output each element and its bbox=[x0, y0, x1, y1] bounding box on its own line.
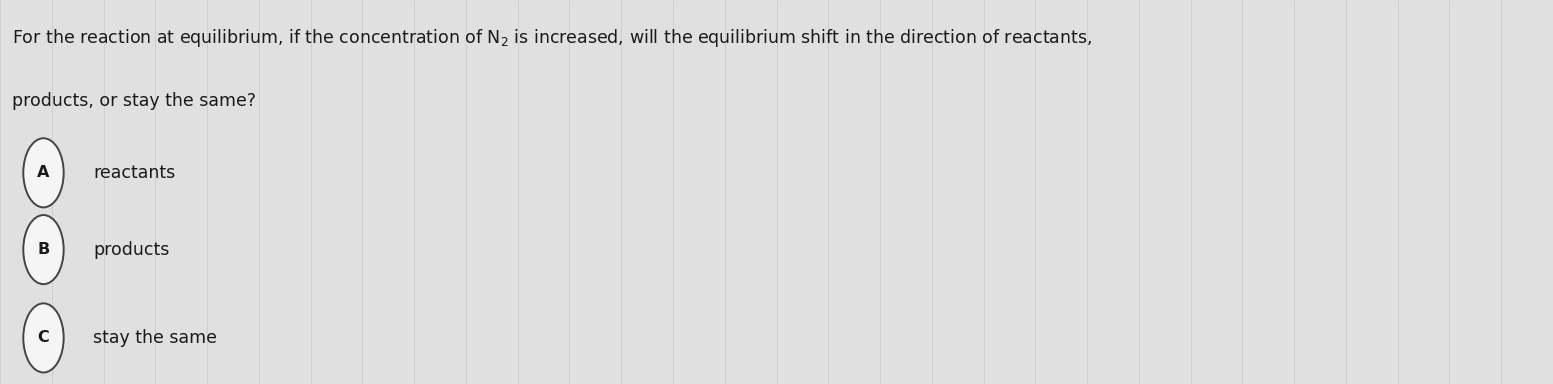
Text: For the reaction at equilibrium, if the concentration of N$_2$ is increased, wil: For the reaction at equilibrium, if the … bbox=[12, 27, 1093, 49]
Text: C: C bbox=[37, 330, 50, 346]
Text: B: B bbox=[37, 242, 50, 257]
Text: products: products bbox=[93, 241, 169, 258]
Text: products, or stay the same?: products, or stay the same? bbox=[12, 92, 256, 110]
Ellipse shape bbox=[23, 215, 64, 284]
Ellipse shape bbox=[23, 138, 64, 207]
Text: A: A bbox=[37, 165, 50, 180]
Ellipse shape bbox=[23, 303, 64, 372]
Text: stay the same: stay the same bbox=[93, 329, 217, 347]
Text: reactants: reactants bbox=[93, 164, 175, 182]
